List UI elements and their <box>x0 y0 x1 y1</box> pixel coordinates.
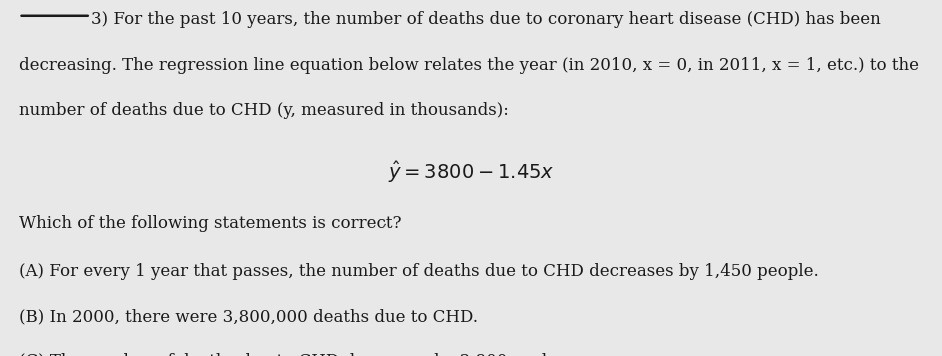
Text: 3) For the past 10 years, the number of deaths due to coronary heart disease (CH: 3) For the past 10 years, the number of … <box>90 11 881 28</box>
Text: (B) In 2000, there were 3,800,000 deaths due to CHD.: (B) In 2000, there were 3,800,000 deaths… <box>19 308 478 325</box>
Text: Which of the following statements is correct?: Which of the following statements is cor… <box>19 215 401 232</box>
Text: decreasing. The regression line equation below relates the year (in 2010, x = 0,: decreasing. The regression line equation… <box>19 57 918 74</box>
Text: (C) The number of deaths due to CHD decreases by 3,800 each year.: (C) The number of deaths due to CHD decr… <box>19 353 598 356</box>
Text: $\hat{y} = 3800 - 1.45x$: $\hat{y} = 3800 - 1.45x$ <box>388 159 554 185</box>
Text: number of deaths due to CHD (y, measured in thousands):: number of deaths due to CHD (y, measured… <box>19 102 509 119</box>
Text: (A) For every 1 year that passes, the number of deaths due to CHD decreases by 1: (A) For every 1 year that passes, the nu… <box>19 263 819 281</box>
